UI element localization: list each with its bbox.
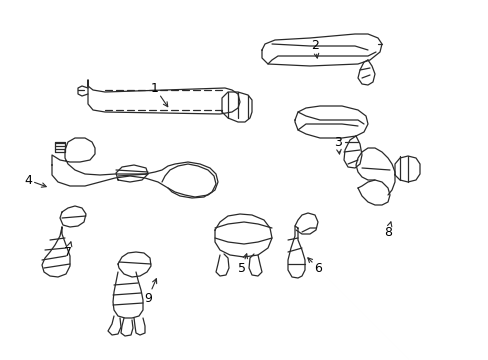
- Text: 8: 8: [383, 222, 391, 239]
- Text: 9: 9: [144, 279, 156, 305]
- Text: 1: 1: [151, 81, 167, 107]
- Text: 4: 4: [24, 174, 46, 187]
- Text: 7: 7: [64, 242, 72, 258]
- Text: 5: 5: [238, 254, 247, 275]
- Text: 6: 6: [307, 258, 321, 275]
- Text: 2: 2: [310, 39, 318, 58]
- Text: 3: 3: [333, 135, 341, 154]
